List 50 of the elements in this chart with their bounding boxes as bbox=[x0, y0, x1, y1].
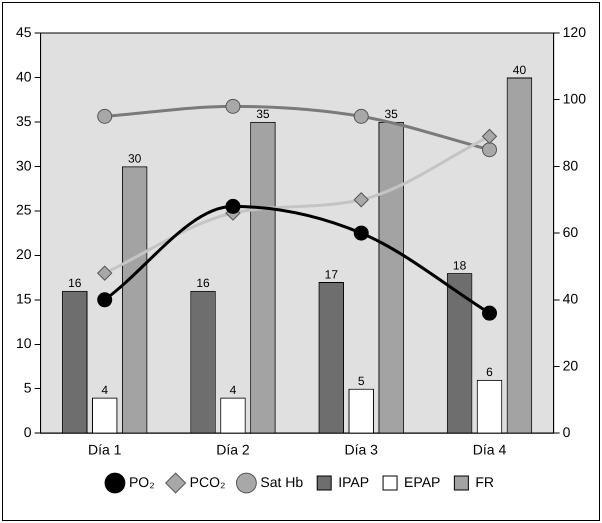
y-tick-label: 15 bbox=[16, 290, 32, 307]
point bbox=[482, 306, 498, 321]
data-label: 6 bbox=[486, 365, 494, 380]
data-label: 5 bbox=[358, 374, 365, 388]
data-label: 16 bbox=[68, 276, 82, 290]
legend-label: Sat Hb bbox=[260, 474, 304, 490]
y2-tick-label: 100 bbox=[562, 90, 586, 107]
y-tick-label: 30 bbox=[16, 157, 32, 174]
x-tick-label: Día 4 bbox=[472, 441, 506, 458]
y-tick-label: 0 bbox=[24, 424, 32, 440]
legend-label: IPAP bbox=[338, 474, 370, 490]
y2-tick-label: 20 bbox=[562, 357, 578, 374]
point bbox=[482, 128, 498, 144]
point bbox=[482, 142, 498, 158]
y2-tick-label: 120 bbox=[562, 24, 586, 40]
point bbox=[97, 108, 112, 124]
data-label: 35 bbox=[384, 107, 398, 122]
y2-tick-label: 0 bbox=[562, 424, 571, 440]
y-tick-label: 25 bbox=[16, 202, 32, 218]
data-label: 17 bbox=[324, 267, 338, 282]
point bbox=[225, 198, 240, 214]
point bbox=[354, 192, 369, 208]
y-tick-label: 40 bbox=[16, 68, 32, 84]
y2-tick-label: 80 bbox=[562, 157, 578, 174]
point bbox=[354, 226, 369, 241]
point bbox=[225, 98, 240, 114]
data-label: 35 bbox=[256, 107, 270, 122]
y2-tick-label: 60 bbox=[562, 224, 578, 240]
legend-label: PCO₂ bbox=[190, 474, 226, 490]
data-label: 18 bbox=[452, 258, 467, 272]
point bbox=[97, 292, 112, 308]
data-label: 16 bbox=[196, 276, 210, 290]
legend-label: FR bbox=[475, 474, 494, 490]
y2-tick-label: 40 bbox=[562, 290, 578, 307]
point bbox=[354, 108, 369, 124]
data-label: 30 bbox=[128, 152, 142, 166]
y-tick-label: 20 bbox=[16, 246, 32, 262]
y-tick-label: 45 bbox=[16, 24, 32, 40]
y-tick-label: 5 bbox=[24, 380, 32, 396]
data-label: 4 bbox=[230, 382, 237, 397]
x-tick-label: Día 1 bbox=[88, 441, 122, 458]
y-tick-label: 35 bbox=[16, 112, 32, 129]
legend-label: EPAP bbox=[404, 474, 440, 490]
data-label: 40 bbox=[512, 62, 526, 77]
data-label: 4 bbox=[101, 382, 108, 397]
x-tick-label: Día 2 bbox=[216, 441, 250, 458]
point bbox=[97, 266, 112, 281]
legend-label: PO₂ bbox=[128, 474, 155, 490]
y-tick-label: 10 bbox=[16, 335, 32, 352]
x-tick-label: Día 3 bbox=[344, 441, 378, 458]
